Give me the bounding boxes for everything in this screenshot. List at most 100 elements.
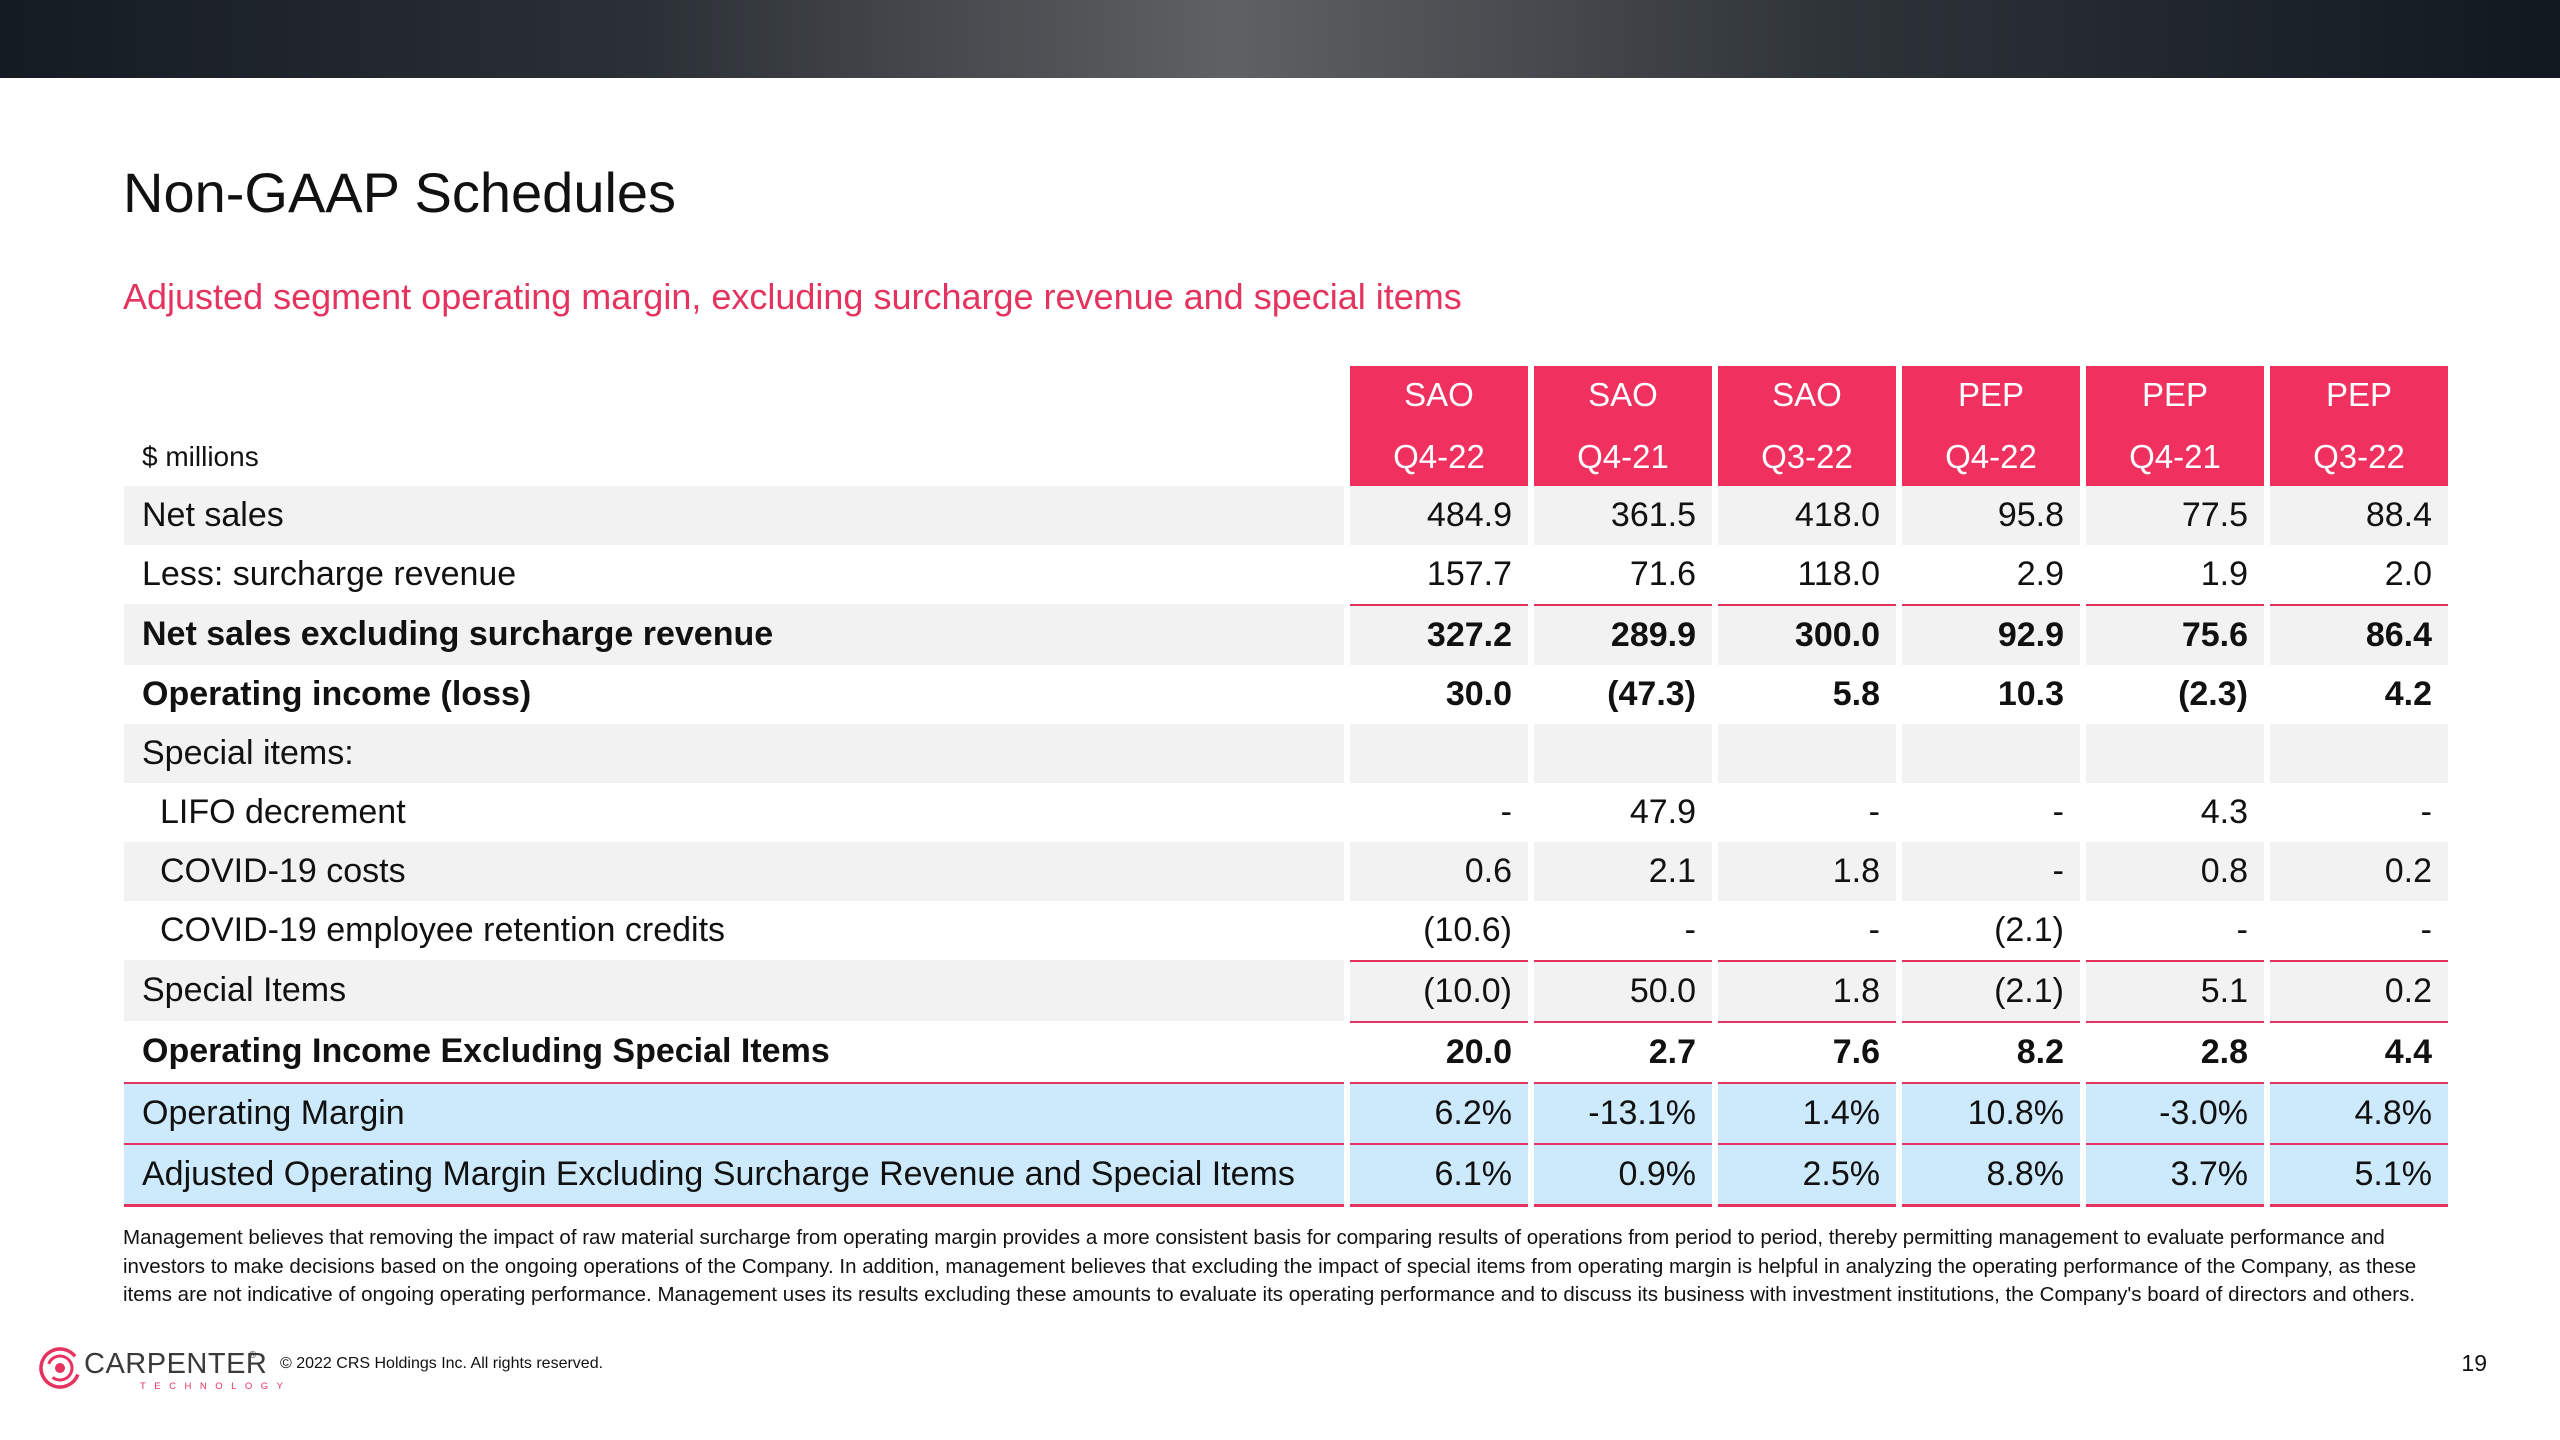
row-value: 10.3 [1997,675,2064,713]
row-label: Operating Margin [124,1082,1344,1143]
row-value [1718,724,1896,783]
row-label: Net sales excluding surcharge revenue [124,604,1344,665]
row-value: 1.8 [1718,842,1896,901]
row-value: 2.5% [1718,1143,1896,1207]
row-value: - [2420,793,2432,831]
row-value: 4.4 [2270,1021,2448,1082]
units-label: $ millions [142,441,259,472]
period-header-row: $ millions Q4-22 Q4-21 Q3-22 Q4-22 Q4-21… [124,428,2448,486]
row-value: 2.1 [1534,842,1712,901]
row-adjusted-operating-margin: Adjusted Operating Margin Excluding Surc… [124,1143,2448,1207]
copyright-text: © 2022 CRS Holdings Inc. All rights rese… [280,1355,604,1372]
row-value: 3.7% [2086,1143,2264,1207]
row-value: 0.8 [2086,842,2264,901]
row-value: (2.1) [1994,911,2064,949]
row-value [1350,724,1528,783]
company-logo: CARPENTER ® TECHNOLOGY [38,1346,283,1394]
page-subtitle: Adjusted segment operating margin, exclu… [123,276,1462,317]
row-net-sales: Net sales 484.9 361.5 418.0 95.8 77.5 88… [124,486,2448,545]
logo-subtext: TECHNOLOGY [140,1381,292,1392]
row-operating-margin: Operating Margin 6.2% -13.1% 1.4% 10.8% … [124,1082,2448,1143]
row-value: 75.6 [2086,604,2264,665]
row-value: 8.8% [1902,1143,2080,1207]
row-value: 327.2 [1350,604,1528,665]
row-value: 2.7 [1534,1021,1712,1082]
page-number: 19 [2461,1350,2487,1376]
period-header: Q4-21 [1534,428,1712,486]
row-label: Special items: [124,724,1344,783]
row-value: 6.2% [1350,1082,1528,1143]
row-value: 484.9 [1350,486,1528,545]
row-value: - [1684,911,1696,949]
row-value: (2.1) [1902,960,2080,1021]
row-value: 418.0 [1718,486,1896,545]
row-value: - [2420,911,2432,949]
row-value: 71.6 [1629,555,1696,593]
top-banner [0,0,2560,78]
row-value: 361.5 [1534,486,1712,545]
segment-header: SAO [1534,366,1712,428]
row-value: 47.9 [1629,793,1696,831]
logo-wordmark: CARPENTER [84,1348,268,1380]
row-value: 77.5 [2086,486,2264,545]
row-surcharge-revenue: Less: surcharge revenue 157.7 71.6 118.0… [124,545,2448,604]
row-value: 88.4 [2270,486,2448,545]
row-value [1902,724,2080,783]
header-blank-cell [124,366,1344,428]
segment-header-row: SAO SAO SAO PEP PEP PEP [124,366,2448,428]
row-value: 157.7 [1426,555,1512,593]
row-value: 4.2 [2384,675,2432,713]
row-value: -13.1% [1534,1082,1712,1143]
row-value: 5.1 [2086,960,2264,1021]
row-special-items-heading: Special items: [124,724,2448,783]
row-value: 8.2 [1902,1021,2080,1082]
segment-header: SAO [1718,366,1896,428]
row-value: 30.0 [1445,675,1512,713]
row-label: Operating income (loss) [142,675,532,713]
row-value: - [1868,793,1880,831]
row-label: Adjusted Operating Margin Excluding Surc… [124,1143,1344,1207]
row-value: 0.2 [2270,960,2448,1021]
row-value: 1.4% [1718,1082,1896,1143]
row-label: Operating Income Excluding Special Items [142,1032,830,1070]
row-value: 1.8 [1718,960,1896,1021]
row-value [2086,724,2264,783]
row-value: 7.6 [1718,1021,1896,1082]
row-value: - [2236,911,2248,949]
row-value: 92.9 [1902,604,2080,665]
row-operating-income: Operating income (loss) 30.0 (47.3) 5.8 … [124,665,2448,724]
row-value: 2.0 [2384,555,2432,593]
row-value: - [2052,793,2064,831]
row-lifo-decrement: LIFO decrement - 47.9 - - 4.3 - [124,783,2448,842]
row-value: 2.9 [2016,555,2064,593]
row-value: 4.8% [2270,1082,2448,1143]
row-value [2270,724,2448,783]
row-value: 5.1% [2270,1143,2448,1207]
row-value: 4.3 [2200,793,2248,831]
row-value: 0.9% [1534,1143,1712,1207]
logo-registered-mark: ® [249,1350,257,1361]
row-value: - [1902,842,2080,901]
row-value: 5.8 [1832,675,1880,713]
row-value: 50.0 [1534,960,1712,1021]
segment-header: PEP [2270,366,2448,428]
row-label: LIFO decrement [160,793,406,831]
row-value: - [1868,911,1880,949]
row-value: (10.6) [1423,911,1512,949]
row-value: 1.9 [2200,555,2248,593]
segment-header: SAO [1350,366,1528,428]
row-value: 10.8% [1902,1082,2080,1143]
page-title: Non-GAAP Schedules [123,161,677,224]
row-value: 0.2 [2270,842,2448,901]
row-value: 2.8 [2086,1021,2264,1082]
row-value: (10.0) [1350,960,1528,1021]
row-value: (47.3) [1607,675,1696,713]
row-label: COVID-19 costs [124,842,1344,901]
row-value: - [1500,793,1512,831]
row-value: 118.0 [1797,555,1880,593]
row-value: 300.0 [1718,604,1896,665]
row-net-sales-excl-surcharge: Net sales excluding surcharge revenue 32… [124,604,2448,665]
segment-header: PEP [1902,366,2080,428]
row-label: Less: surcharge revenue [142,555,517,593]
row-value: -3.0% [2086,1082,2264,1143]
